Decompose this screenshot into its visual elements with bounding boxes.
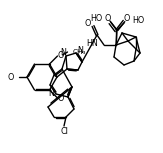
Text: O: O [57, 95, 64, 103]
Text: N: N [77, 45, 83, 54]
Text: HO: HO [132, 15, 144, 24]
Text: O: O [57, 50, 64, 60]
Text: Cl: Cl [60, 127, 68, 136]
Text: N: N [60, 47, 66, 56]
Text: HN: HN [86, 39, 98, 47]
Text: O: O [85, 19, 91, 28]
Text: CH₃: CH₃ [73, 49, 86, 55]
Text: O: O [105, 13, 111, 22]
Text: N: N [48, 88, 54, 97]
Text: O: O [124, 13, 130, 22]
Text: HO: HO [90, 13, 102, 22]
Text: O: O [8, 73, 14, 82]
